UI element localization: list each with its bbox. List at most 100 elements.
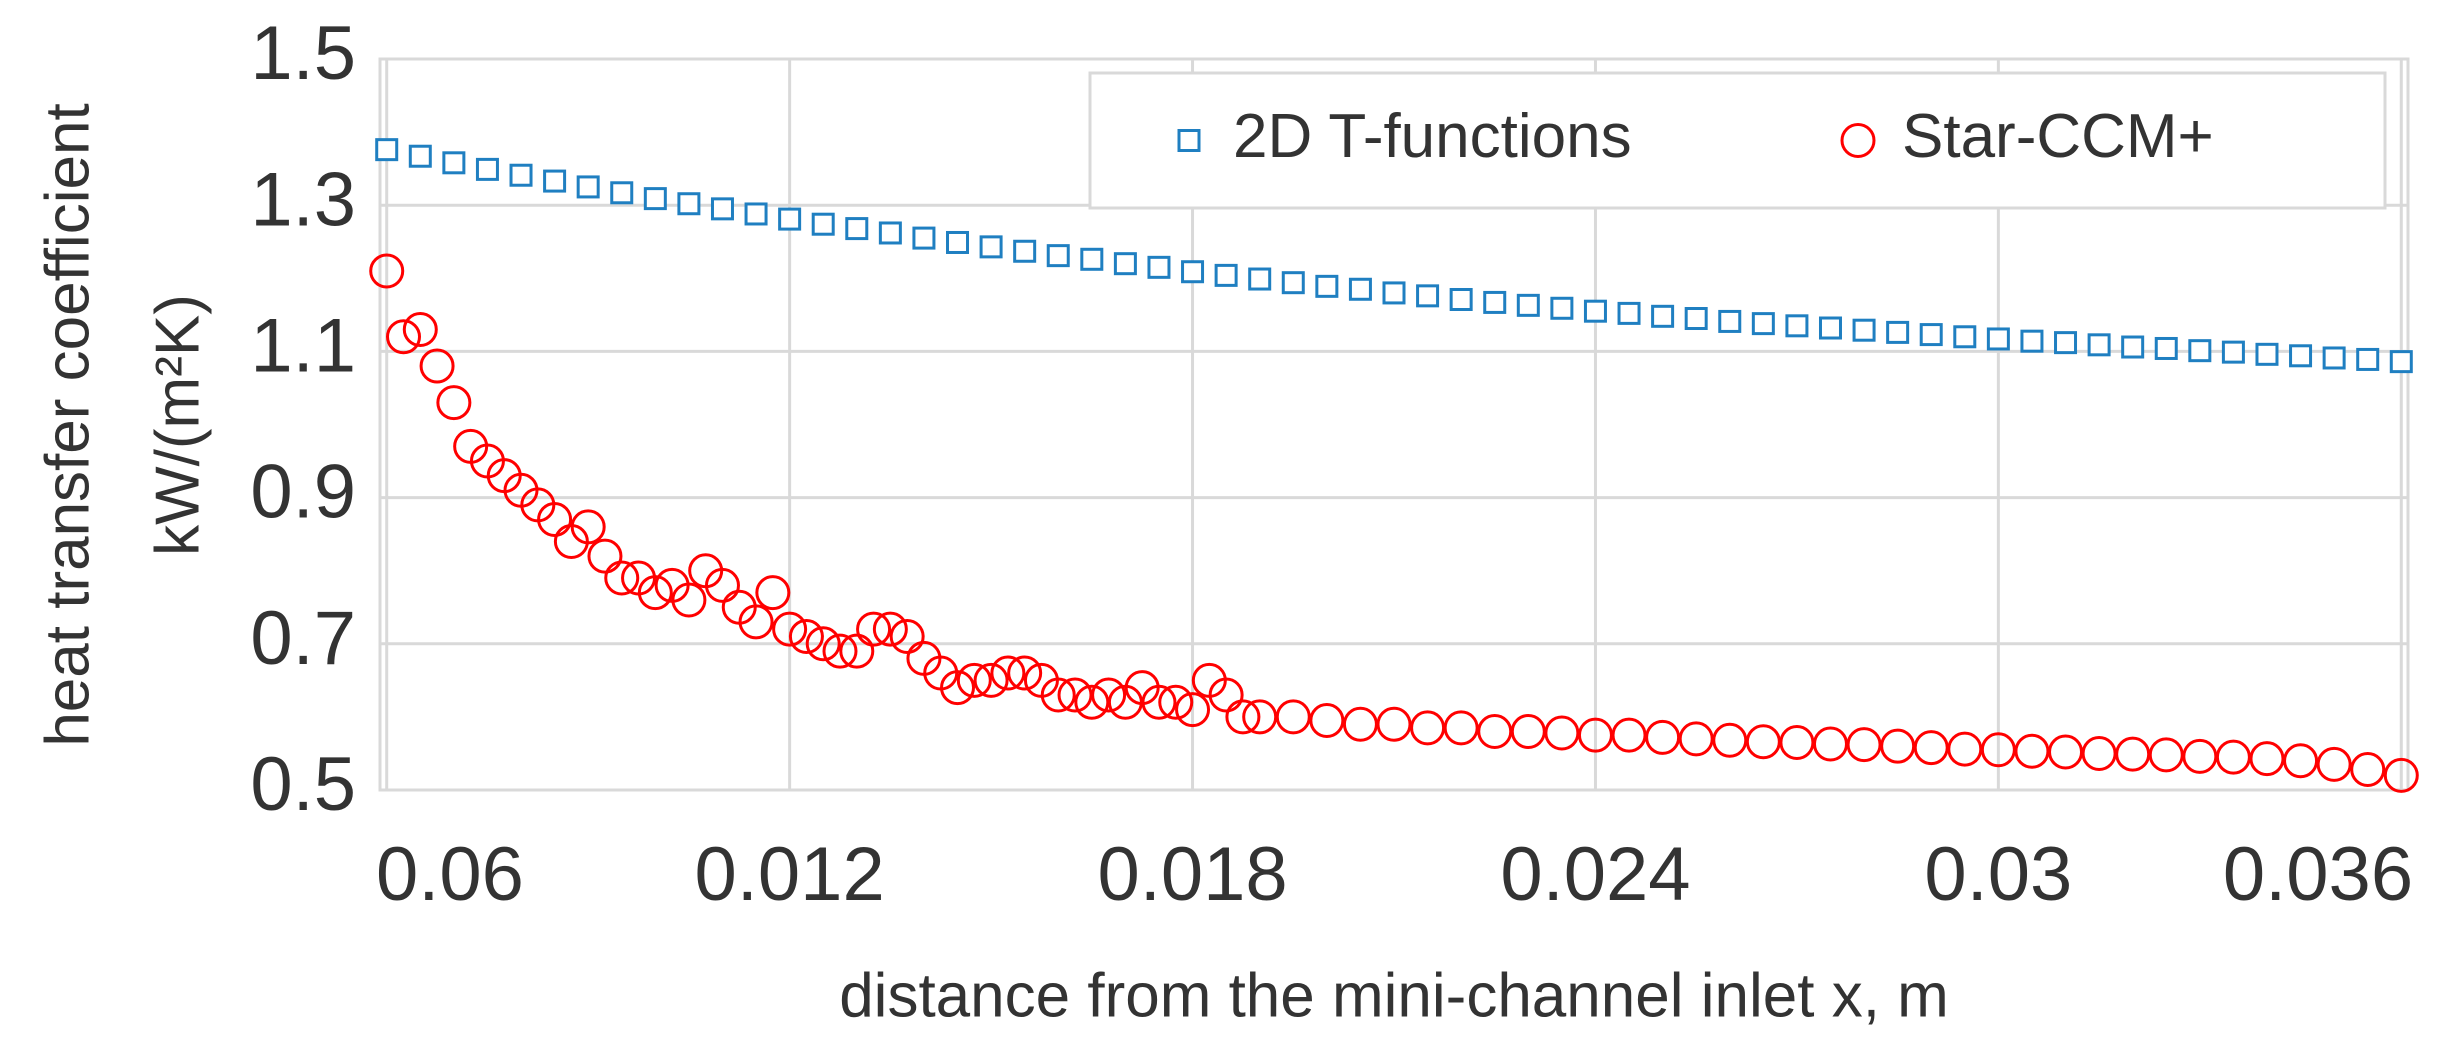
data-point (2255, 342, 2279, 366)
data-point (1745, 724, 1781, 760)
data-point (822, 633, 858, 669)
data-point (1348, 277, 1372, 301)
data-point (704, 567, 740, 603)
y-axis-label: heat transfer coefficient (33, 103, 102, 746)
data-point (1812, 726, 1848, 762)
y-tick-label: 1.5 (250, 11, 356, 96)
data-point (1175, 692, 1211, 728)
data-point (946, 230, 970, 254)
data-point (369, 253, 405, 289)
data-point (1846, 727, 1882, 763)
data-point (2249, 741, 2285, 777)
x-tick-label: 0.03 (1924, 832, 2072, 917)
data-point (2215, 739, 2251, 775)
data-point (755, 575, 791, 611)
x-tick-label: 0.024 (1500, 832, 1690, 917)
data-point (1583, 299, 1607, 323)
data-point (386, 319, 422, 355)
data-point (1577, 717, 1613, 753)
data-point (990, 655, 1026, 691)
data-point (2356, 347, 2380, 371)
legend-marker (1840, 123, 1876, 158)
y-tick-label: 0.7 (250, 596, 356, 681)
data-point (710, 197, 734, 221)
data-point (738, 604, 774, 640)
data-point (872, 611, 908, 647)
data-point (2154, 336, 2178, 360)
y-tick-label: 0.5 (250, 742, 356, 827)
data-point (839, 633, 875, 669)
data-point (1516, 293, 1540, 317)
data-point (1880, 728, 1916, 764)
data-point (940, 670, 976, 706)
data-point (1281, 271, 1305, 295)
data-point (610, 181, 634, 205)
data-point (436, 385, 472, 421)
data-point (1181, 260, 1205, 284)
data-point (2148, 737, 2184, 773)
data-point (2054, 331, 2078, 355)
data-point (2014, 733, 2050, 769)
data-point (2389, 350, 2413, 374)
data-point (788, 618, 824, 654)
data-point (772, 611, 808, 647)
data-point (1818, 316, 1842, 340)
data-point (1913, 730, 1949, 766)
data-point (537, 502, 573, 538)
data-point (1477, 714, 1513, 750)
data-point (1416, 284, 1440, 308)
data-point (2115, 736, 2151, 772)
y-tick-label: 1.3 (250, 157, 356, 242)
x-tick-label: 0.018 (1097, 832, 1287, 917)
data-point (1057, 677, 1093, 713)
data-point (1651, 304, 1675, 328)
data-point (1242, 699, 1278, 735)
data-point (1617, 301, 1641, 325)
data-point (1007, 655, 1043, 691)
data-point (1684, 307, 1708, 331)
data-point (1544, 715, 1580, 751)
data-point (587, 538, 623, 574)
data-point (2182, 738, 2218, 774)
data-point (402, 311, 438, 347)
data-point (643, 187, 667, 211)
y-axis-label: kW/(m²K) (143, 294, 212, 556)
data-point (1785, 314, 1809, 338)
data-point (419, 348, 455, 384)
data-point (1919, 323, 1943, 347)
data-point (912, 226, 936, 250)
data-point (543, 169, 567, 193)
data-point (1275, 699, 1311, 735)
data-point (778, 207, 802, 231)
data-point (1046, 244, 1070, 268)
data-point (1074, 684, 1110, 720)
data-point (475, 157, 499, 181)
data-point (1886, 320, 1910, 344)
y-tick-label: 1.1 (250, 303, 356, 388)
data-point (1141, 684, 1177, 720)
data-point (1214, 263, 1238, 287)
data-point (1113, 252, 1137, 276)
data-point (1225, 699, 1261, 735)
data-point (1980, 732, 2016, 768)
data-point (2221, 340, 2245, 364)
data-point (1040, 677, 1076, 713)
data-point (1852, 318, 1876, 342)
data-point (1309, 703, 1345, 739)
data-point (1986, 327, 2010, 351)
data-point (671, 582, 707, 618)
data-point (1410, 710, 1446, 746)
legend-marker (1177, 129, 1201, 152)
data-point (604, 560, 640, 596)
data-point (2316, 746, 2352, 782)
data-point (1718, 309, 1742, 333)
data-point (1443, 710, 1479, 746)
data-point (856, 611, 892, 647)
data-point (2383, 757, 2419, 793)
data-point (845, 217, 869, 241)
data-point (1376, 706, 1412, 742)
x-axis-label: distance from the mini-channel inlet x, … (839, 961, 1949, 1030)
data-point (1208, 677, 1244, 713)
data-point (1779, 724, 1815, 760)
